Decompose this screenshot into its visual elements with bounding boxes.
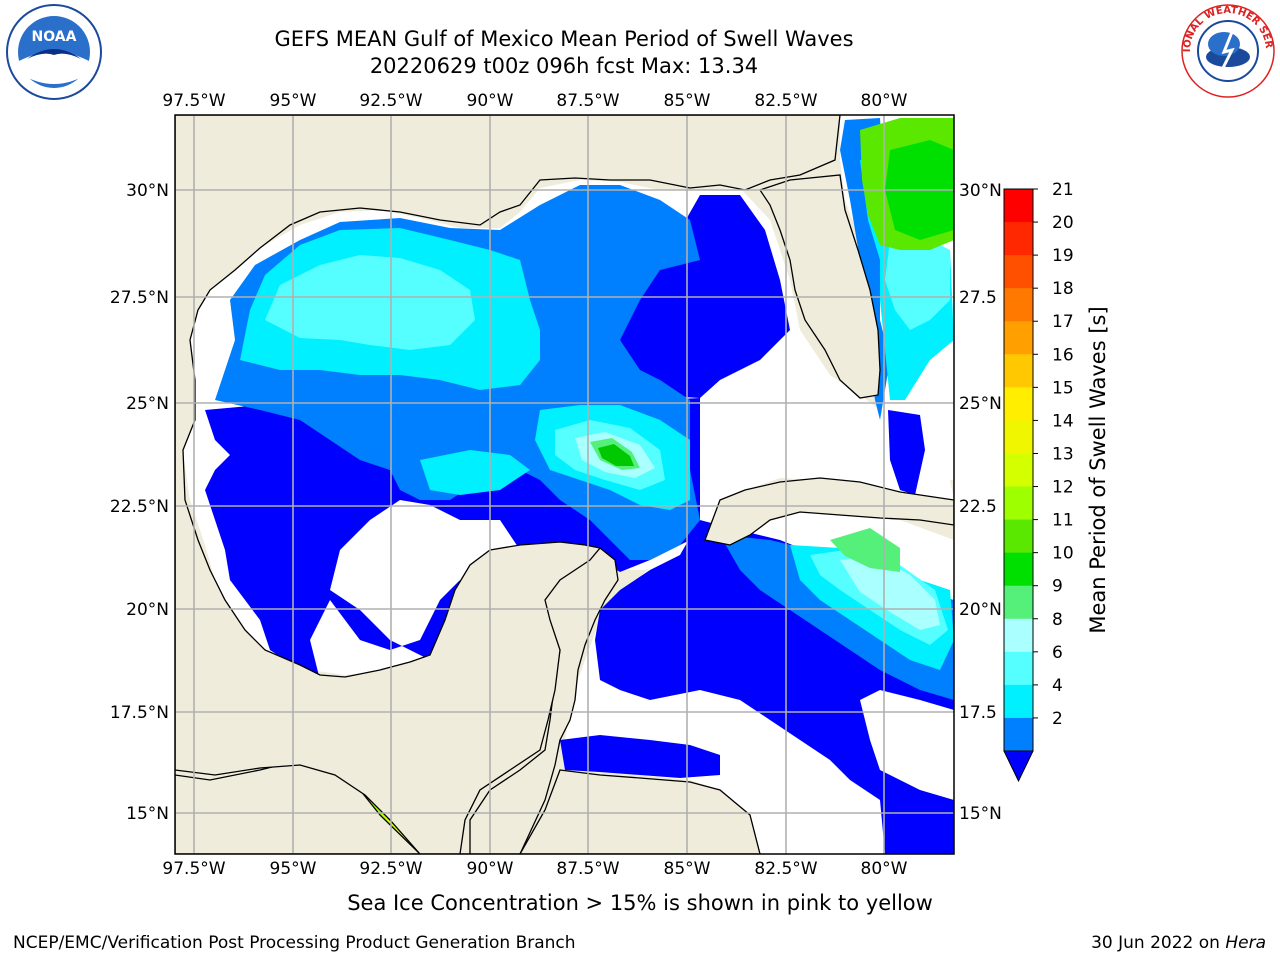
colorbar-tick-label: 20 — [1052, 213, 1074, 233]
colorbar-band — [1004, 420, 1033, 454]
lat-label-right: 15°N — [959, 804, 1002, 824]
lat-label-left: 20°N — [126, 600, 169, 620]
swell-band-11-12 — [598, 444, 634, 466]
colorbar-tick-label: 14 — [1052, 411, 1074, 431]
colorbar-tick-label: 15 — [1052, 378, 1074, 398]
swell-band-8-9-florida — [885, 240, 950, 330]
colorbar-tick-label: 16 — [1052, 345, 1074, 365]
graticule — [175, 115, 954, 854]
swell-band-10-11-east — [830, 528, 900, 572]
lon-label-bottom: 92.5°W — [359, 859, 422, 879]
florida-land — [758, 174, 881, 399]
lon-label-bottom: 90°W — [467, 859, 514, 879]
lon-label-top: 87.5°W — [556, 91, 619, 111]
lon-label-bottom: 95°W — [270, 859, 317, 879]
colorbar-band — [1004, 552, 1033, 587]
swell-band-9-10-east — [840, 556, 940, 630]
lat-label-right: 17.5 — [959, 703, 997, 723]
lon-label-bottom: 82.5°W — [754, 859, 817, 879]
lon-label-bottom: 80°W — [861, 859, 908, 879]
colorbar-tick-label: 18 — [1052, 279, 1074, 299]
central-america-land — [519, 769, 761, 854]
colorbar-labels: 21 20 19 18 17 16 15 14 13 12 11 10 9 8 6 4 2 — [1033, 180, 1074, 729]
mexico-land — [175, 115, 841, 854]
colorbar-tick-label: 2 — [1052, 709, 1063, 729]
cuba-land — [704, 477, 954, 546]
swell-band-8-9 — [265, 255, 475, 350]
colorbar-band — [1004, 585, 1033, 620]
colorbar-band — [1004, 519, 1033, 554]
lat-label-left: 15°N — [126, 804, 169, 824]
colorbar-band — [1004, 189, 1033, 223]
footer-date: 30 Jun 2022 on Hera — [1091, 933, 1266, 953]
footer-credit: NCEP/EMC/Verification Post Processing Pr… — [13, 933, 576, 953]
svg-text:NOAA: NOAA — [32, 29, 77, 45]
colorbar-tick-label: 4 — [1052, 676, 1063, 696]
noaa-logo: NOAA — [6, 4, 102, 100]
lat-label-right: 25°N — [959, 394, 1002, 414]
colorbar-tick-label: 19 — [1052, 246, 1074, 266]
machine-name: Hera — [1225, 933, 1266, 953]
swell-band-6-8-central-west — [420, 450, 530, 495]
swell-band-4-6-east — [720, 535, 954, 700]
lat-label-left: 27.5°N — [110, 288, 169, 308]
lon-label-top: 80°W — [861, 91, 908, 111]
colorbar-tick-label: 12 — [1052, 478, 1074, 498]
swell-band-2-4-south — [560, 735, 720, 778]
colorbar — [1003, 188, 1034, 783]
colorbar-band — [1004, 717, 1033, 752]
colorbar-band — [1004, 651, 1033, 686]
colorbar-band — [1004, 387, 1033, 421]
colorbar-tick-label: 11 — [1052, 511, 1074, 531]
colorbar-frame — [1003, 188, 1034, 752]
lon-label-top: 95°W — [270, 91, 317, 111]
colorbar-band — [1004, 222, 1033, 256]
colorbar-tick-label: 10 — [1052, 544, 1074, 564]
colorbar-tick-label: 6 — [1052, 643, 1063, 663]
sea-ice-note: Sea Ice Concentration > 15% is shown in … — [347, 891, 933, 915]
colorbar-band — [1004, 288, 1033, 322]
lon-label-top: 90°W — [467, 91, 514, 111]
lat-label-left: 22.5°N — [110, 497, 169, 517]
title-line-1: GEFS MEAN Gulf of Mexico Mean Period of … — [274, 27, 854, 51]
colorbar-tick-label: 9 — [1052, 577, 1063, 597]
lat-label-right: 22.5 — [959, 497, 997, 517]
lat-label-left: 30°N — [126, 181, 169, 201]
lon-label-bottom: 97.5°W — [162, 859, 225, 879]
lat-label-left: 25°N — [126, 394, 169, 414]
lat-label-right: 30°N — [959, 181, 1002, 201]
colorbar-band — [1004, 684, 1033, 719]
lat-label-right: 20°N — [959, 600, 1002, 620]
colorbar-band — [1004, 255, 1033, 289]
lon-label-top: 92.5°W — [359, 91, 422, 111]
colorbar-tick-label: 8 — [1052, 610, 1063, 630]
colorbar-band — [1004, 321, 1033, 355]
colorbar-band — [1004, 453, 1033, 488]
title-line-2: 20220629 t00z 096h fcst Max: 13.34 — [369, 54, 759, 78]
colorbar-title: Mean Period of Swell Waves [s] — [1086, 306, 1110, 634]
lon-label-bottom: 85°W — [664, 859, 711, 879]
lat-label-right: 27.5 — [959, 288, 997, 308]
lat-label-left: 17.5°N — [110, 703, 169, 723]
map-frame — [174, 114, 955, 855]
colorbar-tick-label: 21 — [1052, 180, 1074, 200]
lon-label-top: 82.5°W — [754, 91, 817, 111]
lon-label-bottom: 87.5°W — [556, 859, 619, 879]
colorbar-band — [1004, 354, 1033, 388]
nws-logo: NATIONAL WEATHER SERVICE — [1178, 2, 1275, 98]
colorbar-tick-label: 13 — [1052, 444, 1074, 464]
colorbar-tick-label: 17 — [1052, 312, 1074, 332]
colorbar-band — [1004, 618, 1033, 653]
lon-label-top: 85°W — [664, 91, 711, 111]
colorbar-extend-triangle — [1003, 750, 1034, 783]
colorbar-band — [1004, 486, 1033, 521]
swell-band-2-4-florida — [888, 410, 925, 495]
lon-label-top: 97.5°W — [162, 91, 225, 111]
